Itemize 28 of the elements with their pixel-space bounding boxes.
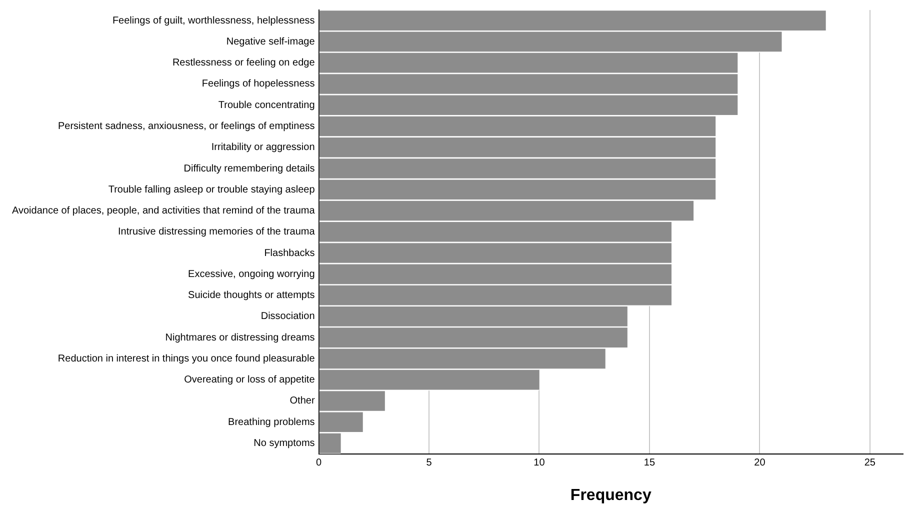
y-tick-label: Overeating or loss of appetite [184, 374, 316, 386]
y-tick-label: Dissociation [260, 311, 315, 322]
y-tick-label: Trouble concentrating [218, 100, 315, 111]
y-tick-label: Suicide thoughts or attempts [188, 290, 315, 302]
y-tick-label: Avoidance of places, people, and activities that remind of the trauma [12, 206, 316, 217]
y-tick-label: Excessive, ongoing worrying [188, 268, 315, 280]
y-tick-label: Intrusive distressing memories of the trauma [118, 226, 316, 238]
x-tick-label: 15 [644, 458, 656, 469]
y-tick-label: Nightmares or distressing dreams [165, 332, 315, 344]
y-tick-label: Breathing problems [228, 416, 315, 428]
x-tick-label: 20 [754, 458, 766, 469]
y-tick-label: Flashbacks [264, 248, 315, 259]
y-tick-label: Restlessness or feeling on edge [172, 58, 316, 69]
y-tick-label: Irritability or aggression [211, 142, 315, 154]
x-tick-label: 0 [316, 458, 322, 469]
y-tick-label: Feelings of hopelessness [202, 78, 315, 90]
y-tick-label: Persistent sadness, anxiousness, or feelings of emptiness [58, 120, 315, 132]
y-tick-label: Difficulty remembering details [184, 163, 315, 174]
y-tick-label: Other [290, 396, 316, 407]
x-axis-title: Frequency [570, 486, 652, 504]
x-tick-label: 10 [534, 458, 546, 469]
y-tick-label: Reduction in interest in things you once found pleasurable [58, 353, 316, 364]
y-tick-label: Negative self-image [226, 36, 316, 48]
y-tick-label: Feelings of guilt, worthlessness, helplessness [112, 15, 315, 26]
x-tick-label: 25 [864, 458, 876, 469]
x-tick-label: 5 [426, 458, 432, 469]
y-tick-label: Trouble falling asleep or trouble staying asleep [108, 184, 316, 196]
y-tick-label: No symptoms [254, 438, 315, 449]
